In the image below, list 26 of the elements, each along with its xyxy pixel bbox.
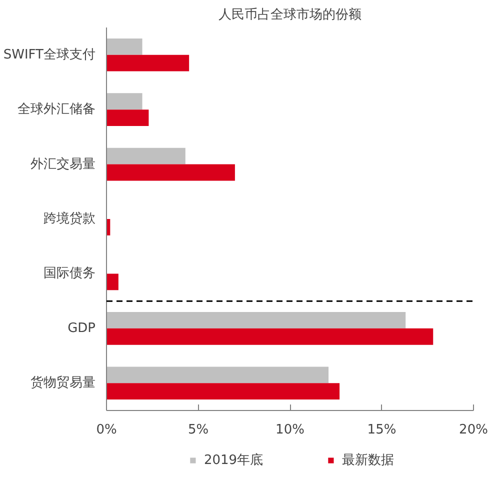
legend-label: 2019年底	[204, 452, 264, 469]
legend-label: 最新数据	[342, 452, 394, 469]
bar	[106, 383, 340, 400]
bar	[106, 164, 235, 181]
bar	[106, 38, 142, 55]
bar	[106, 328, 434, 345]
x-tick-label: 10%	[276, 422, 304, 438]
x-tick-label: 5%	[188, 422, 209, 438]
y-tick-label: SWIFT全球支付	[3, 47, 96, 62]
bar	[106, 93, 142, 110]
x-tick-label: 15%	[367, 422, 396, 438]
y-tick-label: 跨境贷款	[44, 210, 96, 226]
bar	[106, 274, 118, 290]
y-tick-label: 外汇交易量	[30, 156, 96, 172]
x-tick-label: 20%	[459, 422, 488, 438]
bar	[106, 312, 406, 328]
y-tick-label: GDP	[68, 320, 96, 336]
chart-title: 人民币占全球市场的份额	[218, 8, 362, 22]
bar	[106, 54, 190, 72]
bar	[106, 366, 329, 384]
y-tick-label: 货物贸易量	[30, 376, 96, 391]
x-tick-label: 0%	[96, 422, 117, 438]
bar	[106, 148, 186, 164]
y-tick-label: 国际债务	[44, 266, 96, 282]
bar	[106, 110, 149, 126]
y-tick-label: 全球外汇储备	[18, 102, 96, 118]
